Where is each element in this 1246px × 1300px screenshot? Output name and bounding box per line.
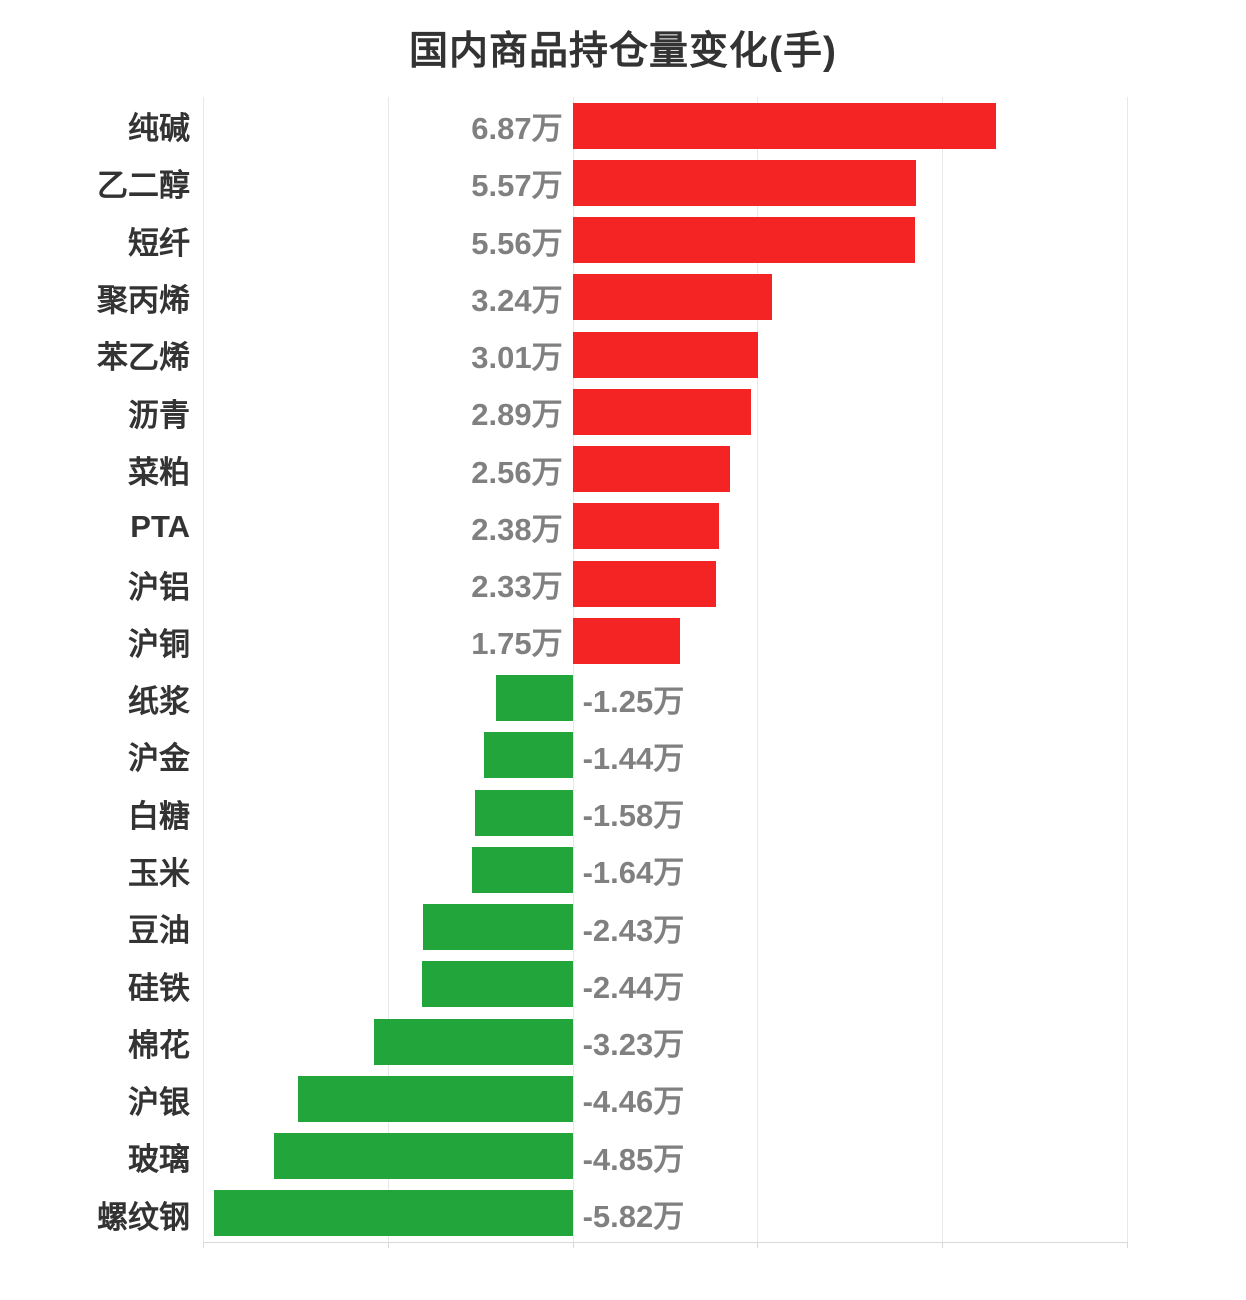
category-label-白糖: 白糖 [128, 798, 190, 834]
gridline [942, 97, 944, 1242]
gridline [203, 97, 204, 1242]
value-label-纸浆: -1.25万 [582, 683, 685, 719]
axis-tick [387, 1242, 389, 1248]
gridline [757, 97, 759, 1242]
category-label-纯碱: 纯碱 [128, 111, 190, 147]
value-label-螺纹钢: -5.82万 [582, 1198, 685, 1234]
value-label-豆油: -2.43万 [582, 912, 685, 948]
bar-沥青[interactable] [572, 388, 751, 435]
bar-沪金[interactable] [483, 732, 573, 779]
category-label-螺纹钢: 螺纹钢 [97, 1199, 190, 1235]
value-label-沪金: -1.44万 [582, 740, 685, 776]
chart-title: 国内商品持仓量变化(手) [409, 30, 837, 73]
category-label-豆油: 豆油 [128, 913, 190, 949]
value-label-乙二醇: 5.57万 [471, 168, 563, 204]
category-label-纸浆: 纸浆 [128, 684, 190, 720]
value-label-菜粕: 2.56万 [471, 454, 563, 490]
category-label-沪银: 沪银 [128, 1085, 190, 1121]
value-label-纯碱: 6.87万 [471, 111, 563, 147]
category-label-菜粕: 菜粕 [128, 454, 190, 490]
category-label-玻璃: 玻璃 [128, 1142, 190, 1178]
bar-玉米[interactable] [471, 846, 573, 893]
category-label-沪铜: 沪铜 [128, 626, 190, 662]
value-label-硅铁: -2.44万 [582, 969, 685, 1005]
bar-棉花[interactable] [373, 1018, 573, 1065]
value-label-沪铜: 1.75万 [471, 626, 563, 662]
gridline [1127, 97, 1128, 1242]
axis-tick [1127, 1242, 1128, 1248]
bar-乙二醇[interactable] [572, 159, 916, 206]
bar-豆油[interactable] [422, 904, 573, 951]
bar-硅铁[interactable] [422, 961, 573, 1008]
value-label-PTA: 2.38万 [471, 511, 563, 547]
bar-玻璃[interactable] [273, 1133, 573, 1180]
bar-白糖[interactable] [475, 789, 573, 836]
value-label-白糖: -1.58万 [582, 798, 685, 834]
bar-苯乙烯[interactable] [572, 331, 758, 378]
category-label-沥青: 沥青 [128, 397, 190, 433]
category-label-硅铁: 硅铁 [128, 970, 190, 1006]
bar-聚丙烯[interactable] [572, 274, 773, 321]
bar-沪银[interactable] [297, 1075, 573, 1122]
category-label-沪金: 沪金 [128, 741, 190, 777]
axis-tick [757, 1242, 759, 1248]
bar-PTA[interactable] [572, 503, 720, 550]
bar-短纤[interactable] [572, 217, 916, 264]
bar-沪铝[interactable] [572, 560, 717, 607]
gridline [387, 97, 389, 1242]
value-label-玉米: -1.64万 [582, 855, 685, 891]
category-label-苯乙烯: 苯乙烯 [97, 340, 190, 376]
value-label-沪铝: 2.33万 [471, 569, 563, 605]
category-label-玉米: 玉米 [128, 856, 190, 891]
value-label-苯乙烯: 3.01万 [471, 340, 563, 376]
category-label-沪铝: 沪铝 [128, 569, 190, 605]
bar-菜粕[interactable] [572, 446, 731, 493]
value-label-玻璃: -4.85万 [582, 1141, 685, 1177]
category-label-PTA: PTA [130, 508, 190, 544]
value-label-沥青: 2.89万 [471, 397, 563, 433]
value-label-沪银: -4.46万 [582, 1084, 685, 1120]
axis-tick [942, 1242, 944, 1248]
bar-沪铜[interactable] [572, 617, 681, 664]
bar-纯碱[interactable] [572, 102, 996, 149]
gridline [572, 97, 574, 1242]
value-label-聚丙烯: 3.24万 [471, 282, 563, 318]
axis-tick [203, 1242, 204, 1248]
category-label-聚丙烯: 聚丙烯 [97, 283, 190, 319]
plot-area: 6.87万 5.57万 5.56万 3.24万 3.01万 2.89万 2.56万 2.38万… [203, 97, 1128, 1248]
bar-纸浆[interactable] [495, 675, 573, 722]
category-label-棉花: 棉花 [128, 1027, 190, 1063]
bar-螺纹钢[interactable] [214, 1190, 573, 1237]
value-label-短纤: 5.56万 [471, 225, 563, 261]
axis-tick [572, 1242, 574, 1248]
category-label-乙二醇: 乙二醇 [97, 168, 190, 204]
category-label-短纤: 短纤 [128, 225, 190, 261]
category-axis: 纯碱乙二醇短纤聚丙烯苯乙烯沥青菜粕 PTA 沪铝沪铜纸浆沪金白糖玉米豆油硅铁棉花沪银… [0, 97, 190, 1243]
value-label-棉花: -3.23万 [582, 1027, 685, 1063]
